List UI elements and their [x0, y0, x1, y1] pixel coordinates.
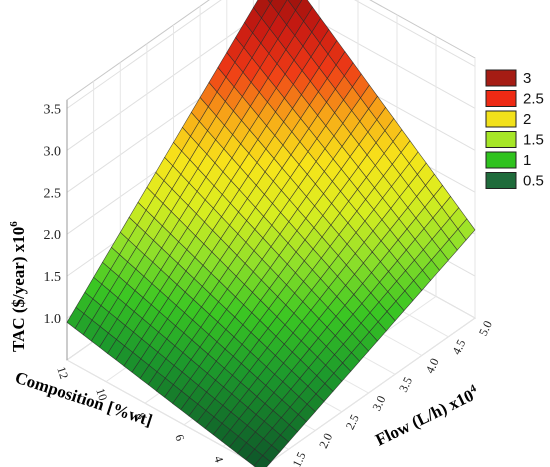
legend-label: 0.5	[523, 173, 544, 190]
composition-tick-label: 8	[133, 411, 148, 421]
surface-mesh	[66, 0, 476, 467]
legend-swatch	[485, 110, 517, 128]
z-axis-ticks: 1.0 1.5 2.0 2.5 3.0 3.5	[44, 102, 62, 327]
composition-tick-label: 10	[93, 386, 110, 402]
legend-label: 1.5	[523, 132, 544, 149]
z-tick-label: 3.5	[44, 102, 62, 117]
legend-swatch	[485, 90, 517, 107]
flow-tick-label: 4.5	[449, 337, 468, 357]
legend-swatch	[485, 69, 517, 87]
flow-tick-label: 4.0	[423, 356, 442, 376]
z-axis-title: TAC ($/year) x106	[8, 221, 28, 352]
surface-cell	[253, 455, 272, 467]
legend-swatch	[485, 172, 517, 189]
legend-label: 3	[523, 70, 531, 87]
legend: 3 2.5 2 1.5 1 0.5	[485, 69, 544, 190]
composition-tick-label: 12	[54, 365, 71, 381]
flow-tick-label: 2.5	[343, 412, 362, 432]
legend-label: 2.5	[523, 91, 544, 108]
z-tick-label: 2.5	[44, 186, 62, 201]
flow-tick-label: 5.0	[476, 318, 495, 338]
z-gridline	[66, 0, 476, 109]
legend-label: 1	[523, 152, 531, 169]
flow-tick-label: 3.0	[369, 393, 388, 413]
flow-tick-label: 2.0	[316, 431, 335, 451]
composition-gridline	[262, 58, 476, 467]
flow-axis-ticks: 1.01.52.02.53.03.54.04.55.0	[289, 318, 495, 467]
legend-swatch	[485, 131, 517, 148]
surface-cell	[267, 0, 273, 4]
legend-swatch	[485, 151, 517, 169]
flow-tick-label: 1.5	[289, 450, 308, 467]
z-tick-label: 3.0	[44, 144, 62, 159]
z-tick-label: 1.5	[44, 270, 62, 285]
legend-label: 2	[523, 111, 531, 128]
composition-tick-label: 6	[172, 433, 187, 443]
composition-tick-label: 4	[211, 454, 226, 464]
flow-axis-title: Flow (L/h) x104	[372, 382, 482, 449]
composition-axis-ticks: 24681012	[54, 365, 226, 464]
z-tick-label: 1.0	[44, 312, 62, 327]
flow-tick-label: 3.5	[396, 375, 415, 395]
z-tick-label: 2.0	[44, 228, 62, 243]
